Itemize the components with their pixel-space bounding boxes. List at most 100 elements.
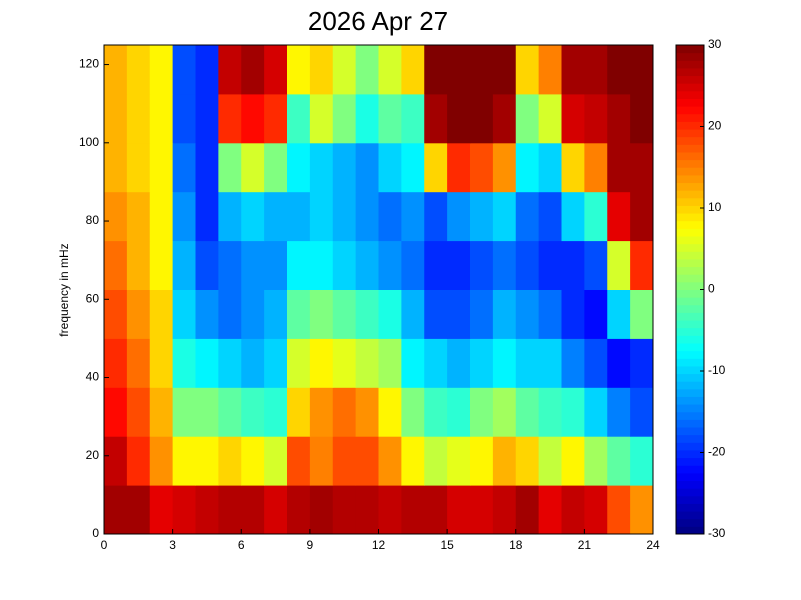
x-tick-label: 12 xyxy=(372,538,386,552)
y-tick-label: 40 xyxy=(86,370,100,384)
cell xyxy=(401,485,425,535)
cell xyxy=(104,436,128,486)
cell xyxy=(424,436,448,486)
cell xyxy=(332,436,357,486)
colorbar-swatch xyxy=(676,518,704,527)
x-tick-label: 18 xyxy=(509,538,523,552)
cell xyxy=(287,485,311,535)
cell xyxy=(241,436,265,486)
colorbar-tick-label: 10 xyxy=(708,200,722,214)
cell xyxy=(309,485,334,535)
cell xyxy=(447,289,471,339)
cell xyxy=(218,191,242,242)
colorbar-swatch xyxy=(676,388,704,397)
cell xyxy=(126,387,151,437)
colorbar-swatch xyxy=(676,281,704,290)
cell xyxy=(538,289,562,339)
cell xyxy=(492,485,517,535)
colorbar-swatch xyxy=(676,75,704,84)
x-tick-label: 3 xyxy=(169,538,176,552)
cell xyxy=(607,191,631,242)
cell xyxy=(447,45,471,95)
chart-title: 2026 Apr 27 xyxy=(308,6,448,36)
colorbar-swatch xyxy=(676,358,704,367)
cell xyxy=(264,45,288,95)
colorbar-swatch xyxy=(676,434,704,443)
cell xyxy=(515,338,540,388)
colorbar-swatch xyxy=(676,151,704,161)
cell xyxy=(561,191,585,242)
colorbar-swatch xyxy=(676,396,704,405)
colorbar-swatch xyxy=(676,266,704,275)
cell xyxy=(447,240,471,290)
cell xyxy=(607,93,631,144)
cell xyxy=(241,485,265,535)
cell xyxy=(195,240,219,290)
colorbar-swatch xyxy=(676,121,704,130)
colorbar-swatch xyxy=(676,45,704,54)
cell xyxy=(447,436,471,486)
cell xyxy=(309,338,334,388)
cell xyxy=(195,289,219,339)
cell xyxy=(309,191,334,242)
y-tick-label: 100 xyxy=(79,135,99,149)
cell xyxy=(378,338,402,388)
cell xyxy=(149,93,174,144)
cell xyxy=(561,436,585,486)
cell xyxy=(104,45,128,95)
cell xyxy=(149,387,174,437)
cell xyxy=(424,191,448,242)
cell xyxy=(241,289,265,339)
cell xyxy=(218,93,242,144)
cell xyxy=(584,45,608,95)
cell xyxy=(126,240,151,290)
cell xyxy=(355,142,379,193)
cell xyxy=(630,289,654,339)
cell xyxy=(538,436,562,486)
cell xyxy=(424,387,448,437)
cell xyxy=(195,338,219,388)
cell xyxy=(287,142,311,193)
colorbar-tick-label: -20 xyxy=(708,445,726,459)
colorbar-swatch xyxy=(676,129,704,138)
cell xyxy=(172,93,196,144)
colorbar-swatch xyxy=(676,526,704,535)
cell xyxy=(126,289,151,339)
cell xyxy=(149,289,174,339)
cell xyxy=(241,45,265,95)
cell xyxy=(401,142,425,193)
cell xyxy=(264,142,288,193)
cell xyxy=(104,93,128,144)
cell xyxy=(195,93,219,144)
cell xyxy=(630,387,654,437)
colorbar-swatch xyxy=(676,197,704,206)
colorbar-tick-label: -10 xyxy=(708,363,726,377)
cell xyxy=(378,142,402,193)
cell xyxy=(538,338,562,388)
y-axis-label: frequency in mHz xyxy=(57,243,71,336)
heatmap xyxy=(104,45,654,535)
cell xyxy=(401,240,425,290)
cell xyxy=(309,436,334,486)
cell xyxy=(515,142,540,193)
cell xyxy=(241,240,265,290)
cell xyxy=(378,387,402,437)
y-tick-label: 0 xyxy=(92,526,99,540)
cell xyxy=(515,485,540,535)
x-tick-label: 6 xyxy=(238,538,245,552)
cell xyxy=(332,45,357,95)
colorbar-tick-label: 20 xyxy=(708,119,722,133)
cell xyxy=(218,338,242,388)
cell xyxy=(630,142,654,193)
colorbar-swatch xyxy=(676,167,704,176)
cell xyxy=(492,338,517,388)
cell xyxy=(104,338,128,388)
cell xyxy=(195,436,219,486)
cell xyxy=(172,289,196,339)
cell xyxy=(378,436,402,486)
cell xyxy=(264,387,288,437)
colorbar-swatch xyxy=(676,213,704,222)
cell xyxy=(492,240,517,290)
cell xyxy=(218,436,242,486)
cell xyxy=(561,338,585,388)
